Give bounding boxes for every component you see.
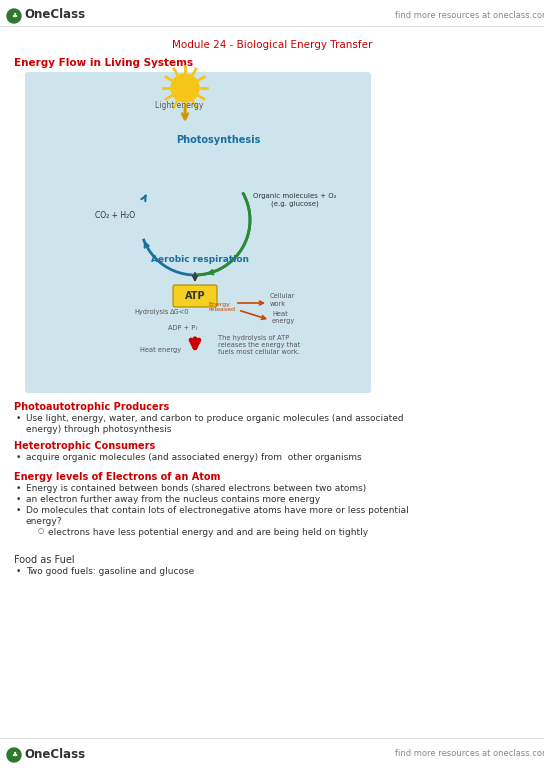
Text: Heterotrophic Consumers: Heterotrophic Consumers	[14, 441, 155, 451]
Text: electrons have less potential energy and and are being held on tightly: electrons have less potential energy and…	[48, 528, 368, 537]
Text: Do molecules that contain lots of electronegative atoms have more or less potent: Do molecules that contain lots of electr…	[26, 506, 409, 515]
Text: ♣: ♣	[11, 13, 17, 19]
Text: Two good fuels: gasoline and glucose: Two good fuels: gasoline and glucose	[26, 567, 194, 576]
Text: energy) through photosynthesis: energy) through photosynthesis	[26, 425, 171, 434]
Text: Aerobic respiration: Aerobic respiration	[151, 256, 249, 265]
Text: ATP: ATP	[184, 291, 205, 301]
Text: •: •	[16, 453, 21, 462]
Text: an electron further away from the nucleus contains more energy: an electron further away from the nucleu…	[26, 495, 320, 504]
Text: acquire organic molecules (and associated energy) from  other organisms: acquire organic molecules (and associate…	[26, 453, 362, 462]
Text: Heat energy: Heat energy	[140, 347, 181, 353]
Circle shape	[7, 9, 21, 23]
Text: ♣: ♣	[11, 752, 17, 758]
FancyBboxPatch shape	[173, 285, 217, 307]
Text: find more resources at oneclass.com: find more resources at oneclass.com	[395, 749, 544, 758]
Text: ΔG<0: ΔG<0	[170, 309, 190, 315]
Text: •: •	[16, 567, 21, 576]
Text: Module 24 - Biological Energy Transfer: Module 24 - Biological Energy Transfer	[172, 40, 372, 50]
Circle shape	[7, 748, 21, 762]
Text: The hydrolysis of ATP
releases the energy that
fuels most cellular work.: The hydrolysis of ATP releases the energ…	[218, 335, 300, 355]
Circle shape	[171, 74, 199, 102]
Text: •: •	[16, 414, 21, 423]
Text: ○: ○	[38, 528, 44, 534]
Text: Food as Fuel: Food as Fuel	[14, 555, 75, 565]
Text: Hydrolysis: Hydrolysis	[135, 309, 169, 315]
Text: •: •	[16, 506, 21, 515]
Text: Cellular
work: Cellular work	[270, 293, 295, 306]
Text: Use light, energy, water, and carbon to produce organic molecules (and associate: Use light, energy, water, and carbon to …	[26, 414, 404, 423]
Text: Energy Flow in Living Systems: Energy Flow in Living Systems	[14, 58, 193, 68]
Text: •: •	[16, 495, 21, 504]
Text: i: i	[196, 326, 197, 330]
Text: •: •	[16, 484, 21, 493]
Text: Energy is contained between bonds (shared electrons between two atoms): Energy is contained between bonds (share…	[26, 484, 366, 493]
FancyBboxPatch shape	[25, 72, 371, 393]
Text: Energy
released: Energy released	[208, 302, 235, 313]
Text: Photosynthesis: Photosynthesis	[176, 135, 260, 145]
Text: Light energy: Light energy	[155, 101, 203, 109]
Text: energy?: energy?	[26, 517, 63, 526]
Text: Photoautotrophic Producers: Photoautotrophic Producers	[14, 402, 169, 412]
Text: OneClass: OneClass	[24, 748, 85, 761]
Text: Organic molecules + O₂
(e.g. glucose): Organic molecules + O₂ (e.g. glucose)	[254, 193, 337, 207]
Text: find more resources at oneclass.com: find more resources at oneclass.com	[395, 11, 544, 19]
Text: OneClass: OneClass	[24, 8, 85, 22]
Text: ADP + P: ADP + P	[168, 325, 195, 331]
Text: Energy levels of Electrons of an Atom: Energy levels of Electrons of an Atom	[14, 472, 220, 482]
Text: Heat
energy: Heat energy	[272, 312, 295, 324]
Text: CO₂ + H₂O: CO₂ + H₂O	[95, 210, 135, 219]
